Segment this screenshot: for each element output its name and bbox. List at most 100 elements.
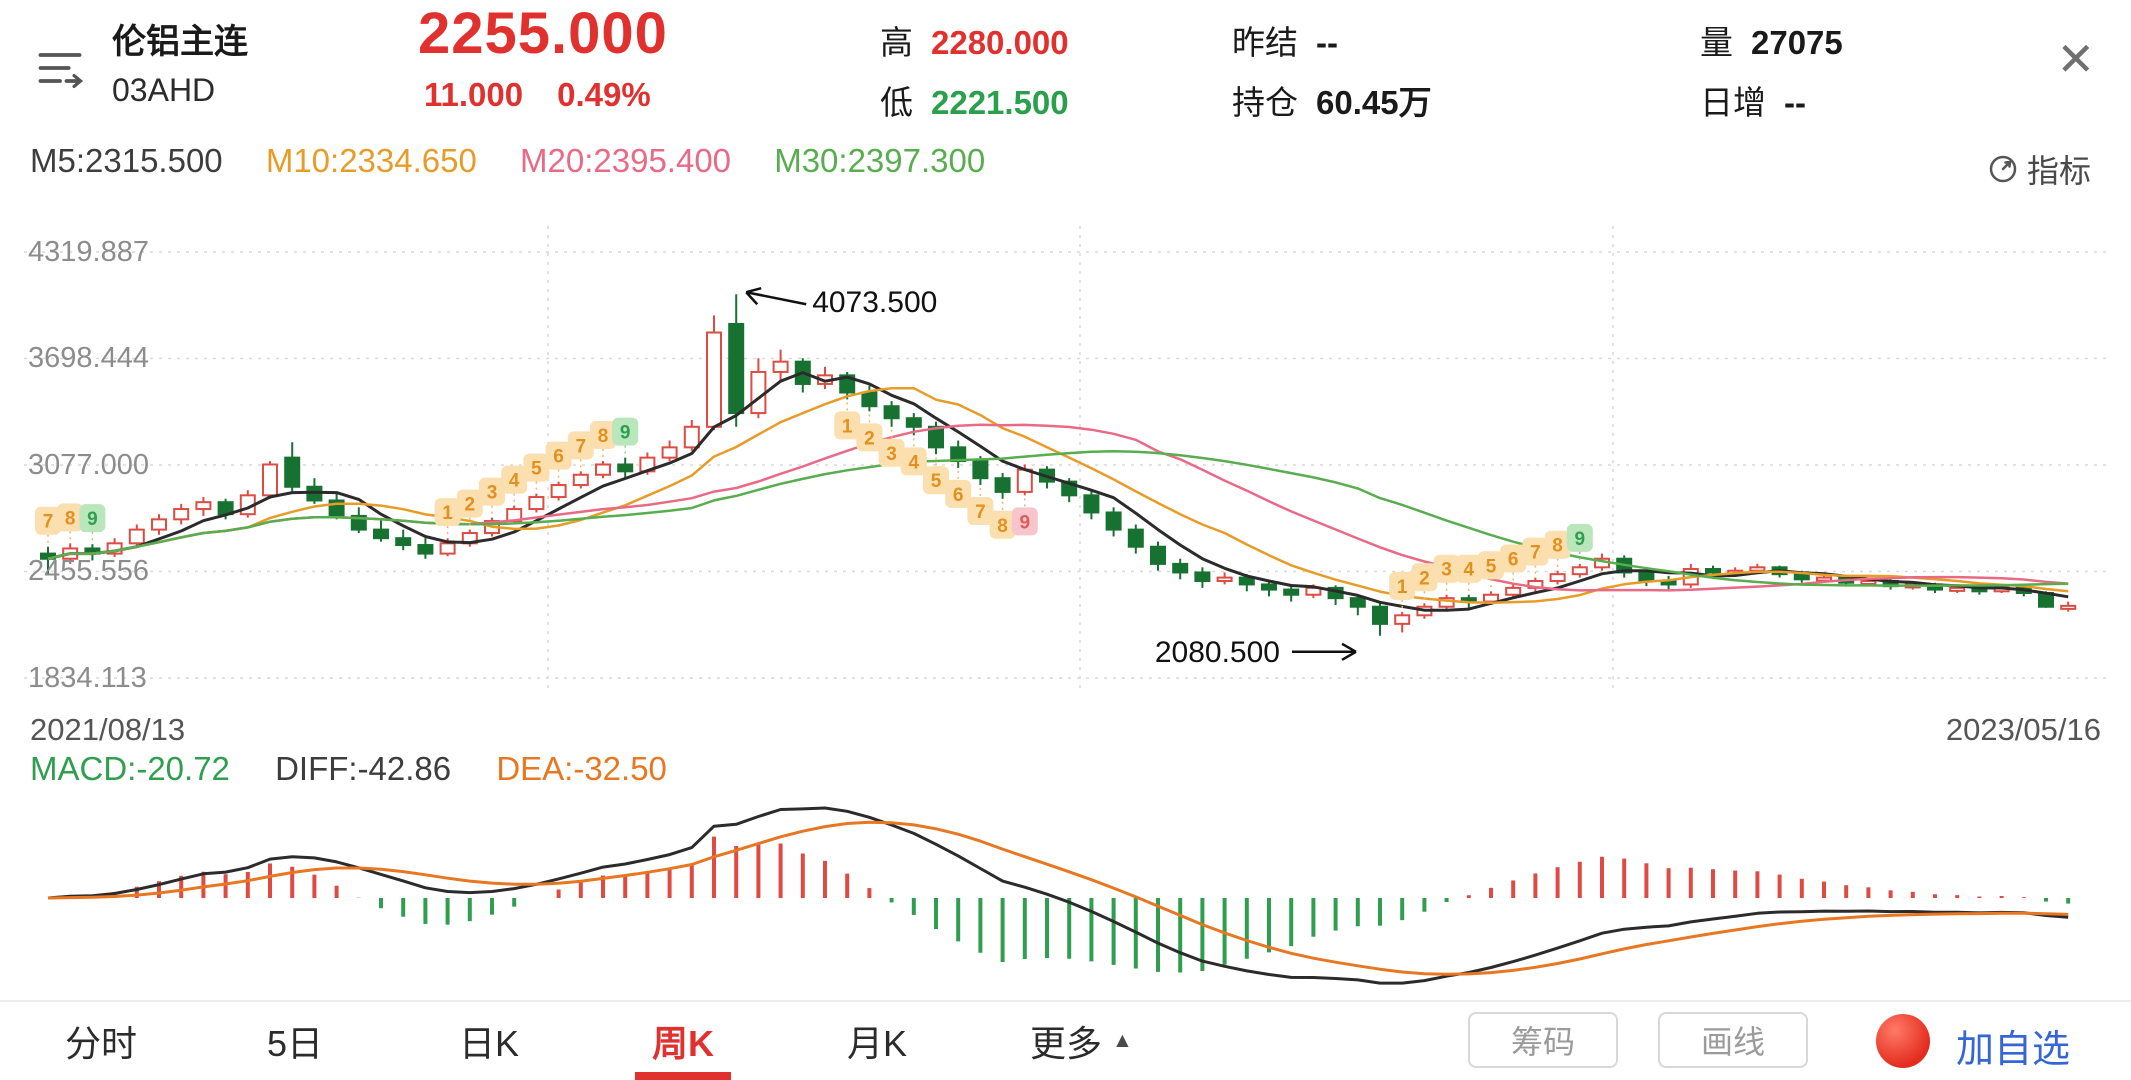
svg-text:2080.500: 2080.500 — [1155, 636, 1280, 669]
dea-value: DEA:-32.50 — [496, 750, 667, 787]
end-date: 2023/05/16 — [1945, 712, 2101, 747]
indicator-label: 指标 — [2026, 153, 2091, 189]
svg-text:6: 6 — [1508, 549, 1519, 570]
tab-intraday[interactable]: 分时 — [60, 1002, 142, 1080]
svg-text:1: 1 — [442, 503, 453, 524]
high-label: 高 — [880, 24, 913, 61]
svg-text:5: 5 — [931, 471, 942, 492]
live-dot-icon[interactable] — [1876, 1014, 1930, 1068]
svg-text:9: 9 — [1020, 512, 1031, 533]
ma5-value: M5:2315.500 — [30, 142, 223, 179]
tab-5day-label: 5日 — [266, 1023, 324, 1064]
macd-legend: MACD:-20.72 DIFF:-42.86 DEA:-32.50 — [30, 750, 703, 788]
ma10-value: M10:2334.650 — [265, 142, 477, 179]
quote-header: 伦铝主连 03AHD 2255.000 11.000 0.49% 高 2280.00… — [0, 0, 2131, 136]
diff-value: DIFF:-42.86 — [275, 750, 452, 787]
day-increase-label: 日增 — [1700, 84, 1766, 121]
contract-code: 03AHD — [112, 72, 216, 108]
macd-chart[interactable] — [0, 796, 2131, 1000]
tab-weekly-k-label: 周K — [652, 1023, 714, 1064]
ma20-value: M20:2395.400 — [520, 142, 732, 179]
svg-text:6: 6 — [953, 485, 964, 506]
svg-text:8: 8 — [1552, 536, 1563, 557]
macd-canvas[interactable] — [0, 796, 2131, 1000]
volume-value: 27075 — [1751, 24, 1843, 61]
y-tick-4: 1834.113 — [28, 662, 147, 694]
tab-5day[interactable]: 5日 — [254, 1002, 336, 1080]
open-interest-label: 持仓 — [1232, 84, 1298, 121]
tab-intraday-label: 分时 — [64, 1023, 137, 1064]
start-date: 2021/08/13 — [30, 712, 186, 747]
svg-text:3: 3 — [1441, 560, 1452, 581]
price-change: 11.000 0.49% — [424, 76, 685, 114]
y-tick-0: 4319.887 — [28, 236, 149, 268]
add-watchlist-button[interactable]: 加自选 — [1956, 1029, 2071, 1071]
draw-line-button[interactable]: 画线 — [1658, 1012, 1808, 1068]
y-tick-1: 3698.444 — [28, 342, 149, 374]
last-price: 2255.000 — [418, 1, 668, 66]
svg-text:7: 7 — [576, 436, 587, 457]
more-caret-icon: ▲ — [1112, 1029, 1133, 1052]
svg-text:6: 6 — [553, 447, 564, 468]
prev-settle-cell: 昨结 -- — [1232, 16, 1338, 64]
svg-text:1: 1 — [842, 416, 853, 437]
tab-daily-k[interactable]: 日K — [448, 1002, 530, 1080]
day-increase-cell: 日增 -- — [1700, 76, 1806, 124]
tab-daily-k-label: 日K — [458, 1023, 519, 1064]
svg-text:9: 9 — [1575, 529, 1586, 550]
prev-settle-value: -- — [1316, 24, 1338, 61]
ma-legend: M5:2315.500 M10:2334.650 M20:2395.400 M3… — [30, 142, 1019, 180]
svg-text:4: 4 — [909, 452, 920, 473]
svg-text:9: 9 — [87, 509, 98, 530]
svg-text:2: 2 — [1419, 568, 1430, 589]
svg-text:4: 4 — [1464, 560, 1475, 581]
change-percent: 0.49% — [557, 76, 651, 113]
menu-icon[interactable] — [34, 42, 86, 94]
volume-cell: 量 27075 — [1700, 16, 1843, 64]
svg-text:8: 8 — [598, 426, 609, 447]
tab-weekly-k[interactable]: 周K — [642, 1002, 724, 1080]
prev-settle-label: 昨结 — [1232, 24, 1298, 61]
svg-text:7: 7 — [975, 502, 986, 523]
period-tabs: 分时 5日 日K 周K 月K 更多 ▲ — [60, 1002, 1245, 1080]
date-axis: 2021/08/13 2023/05/16 — [0, 712, 2131, 750]
svg-text:4073.500: 4073.500 — [812, 286, 937, 319]
high-cell: 高 2280.000 — [880, 16, 1069, 64]
svg-text:5: 5 — [1486, 556, 1497, 577]
chips-button[interactable]: 筹码 — [1468, 1012, 1618, 1068]
y-tick-2: 3077.000 — [28, 449, 149, 481]
low-cell: 低 2221.500 — [880, 76, 1069, 124]
tab-monthly-k-label: 月K — [846, 1023, 907, 1064]
macd-value: MACD:-20.72 — [30, 750, 230, 787]
bottom-tabbar: 分时 5日 日K 周K 月K 更多 ▲ 筹码 画线 加自选 — [0, 1000, 2131, 1080]
high-value: 2280.000 — [931, 24, 1069, 61]
svg-text:9: 9 — [620, 423, 631, 444]
svg-text:2: 2 — [465, 495, 476, 516]
low-value: 2221.500 — [931, 84, 1069, 121]
change-value: 11.000 — [424, 76, 524, 113]
volume-label: 量 — [1700, 24, 1733, 61]
svg-text:7: 7 — [1530, 543, 1541, 564]
tab-more[interactable]: 更多 ▲ — [1030, 1002, 1133, 1080]
y-tick-3: 2455.556 — [28, 555, 149, 587]
ma30-value: M30:2397.300 — [774, 142, 986, 179]
open-interest-cell: 持仓 60.45万 — [1232, 76, 1432, 124]
indicator-icon — [1989, 155, 2017, 183]
tab-monthly-k[interactable]: 月K — [836, 1002, 918, 1080]
svg-text:1: 1 — [1397, 577, 1408, 598]
contract-name: 伦铝主连 — [112, 23, 248, 61]
candlestick-chart[interactable]: 7 8 9 1 2 3 4 5 6 7 8 9 1 2 3 4 5 6 7 8 9 1 2 3 4 5 6 7 8 9 4073.500 20… — [0, 196, 2131, 708]
low-label: 低 — [880, 84, 913, 121]
close-icon[interactable]: ✕ — [2056, 33, 2095, 85]
open-interest-value: 60.45万 — [1316, 84, 1432, 121]
svg-text:7: 7 — [43, 512, 54, 533]
svg-text:3: 3 — [886, 444, 897, 465]
svg-text:4: 4 — [509, 471, 520, 492]
day-increase-value: -- — [1784, 84, 1806, 121]
svg-text:3: 3 — [487, 483, 498, 504]
svg-text:2: 2 — [864, 428, 875, 449]
indicator-button[interactable]: 指标 — [1987, 146, 2091, 192]
tab-more-label: 更多 — [1030, 1023, 1103, 1064]
svg-text:8: 8 — [997, 516, 1008, 537]
